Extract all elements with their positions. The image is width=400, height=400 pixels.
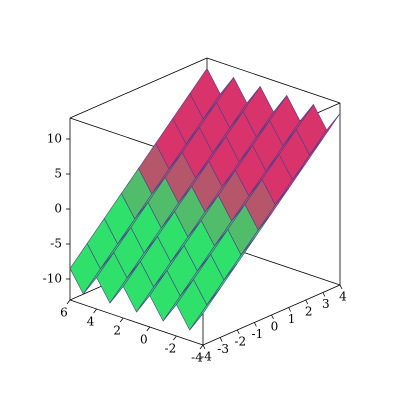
x-tick-label: 0 [140, 333, 148, 347]
y-tick-label: 0 [271, 320, 279, 334]
y-tick [236, 329, 240, 335]
z-tick-label: -5 [50, 237, 62, 251]
z-tick-label: 10 [47, 132, 62, 146]
x-tick-label: 4 [87, 315, 95, 329]
y-tick [288, 307, 291, 312]
y-tick-label: 3 [322, 297, 330, 311]
y-tick-label: -1 [252, 327, 264, 341]
y-tick-label: 1 [288, 312, 296, 326]
y-tick [202, 344, 206, 350]
y-tick-label: -4 [200, 350, 212, 364]
y-tick [271, 314, 274, 320]
y-tick [339, 284, 343, 290]
x-tick [93, 308, 97, 314]
box-edge [206, 57, 341, 104]
y-tick-label: -3 [217, 342, 229, 356]
box-edge [69, 57, 208, 119]
surface-patch [189, 288, 221, 331]
x-tick-label: -2 [165, 342, 177, 356]
x-tick [199, 344, 204, 350]
y-tick-label: 2 [305, 305, 313, 319]
box-edge [69, 299, 204, 346]
y-tick [305, 299, 309, 305]
x-tick-label: 6 [60, 306, 68, 320]
y-tick-label: 4 [339, 290, 347, 304]
x-tick [66, 299, 71, 305]
z-tick-label: 5 [54, 167, 62, 181]
x-tick [119, 317, 124, 323]
z-tick-label: -10 [43, 272, 62, 286]
x-tick [173, 335, 177, 341]
x-tick [146, 326, 151, 332]
x-tick-label: 2 [113, 324, 121, 338]
z-tick-label: 0 [54, 202, 62, 216]
y-tick [254, 322, 257, 327]
y-tick [219, 337, 223, 342]
x-tick-label: -4 [191, 351, 203, 365]
y-tick [322, 292, 326, 297]
y-tick-label: -2 [234, 335, 246, 349]
